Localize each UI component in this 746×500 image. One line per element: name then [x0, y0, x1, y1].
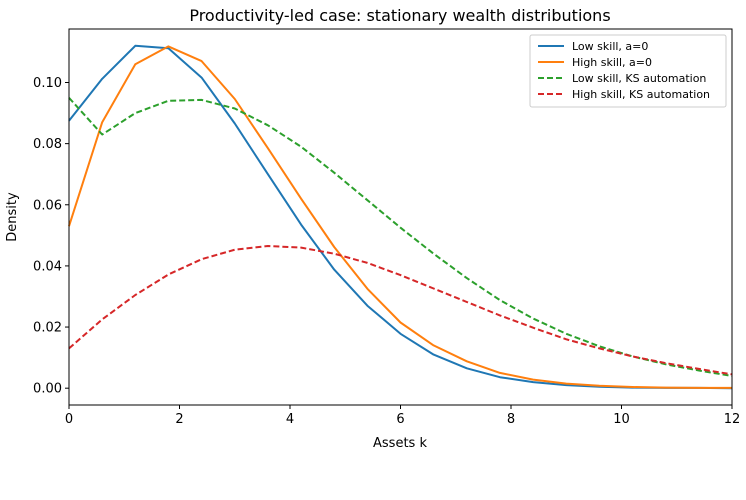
- y-tick-label: 0.00: [33, 382, 62, 397]
- x-tick-label: 8: [507, 412, 515, 427]
- y-axis: 0.00 0.02 0.04 0.06 0.08 0.10: [33, 76, 69, 397]
- x-axis: 0 2 4 6 8 10 12: [65, 405, 740, 427]
- legend-label-3: Low skill, KS automation: [572, 72, 706, 85]
- x-tick-label: 10: [613, 412, 630, 427]
- series-line-4: [68, 245, 733, 376]
- y-tick-label: 0.08: [33, 137, 62, 152]
- legend-box: [529, 34, 727, 108]
- y-tick-label: 0.02: [33, 321, 62, 336]
- x-tick-label: 12: [724, 412, 741, 427]
- x-tick-label: 4: [286, 412, 294, 427]
- legend: Low skill, a=0 High skill, a=0 Low skill, …: [529, 34, 727, 108]
- y-axis-label: Density: [5, 192, 20, 242]
- x-tick-label: 2: [175, 412, 183, 427]
- legend-label-4: High skill, KS automation: [572, 88, 710, 101]
- plot-area: [68, 44, 733, 390]
- y-tick-label: 0.06: [33, 198, 62, 213]
- series-line-2: [68, 45, 732, 389]
- y-tick-label: 0.04: [33, 259, 62, 274]
- x-tick-label: 6: [396, 412, 404, 427]
- legend-label-2: High skill, a=0: [572, 56, 652, 69]
- chart-title: Productivity-led case: stationary wealth…: [189, 6, 610, 25]
- x-tick-label: 0: [65, 412, 73, 427]
- x-axis-label: Assets k: [373, 436, 427, 451]
- legend-label-1: Low skill, a=0: [572, 40, 648, 53]
- y-tick-label: 0.10: [33, 76, 62, 91]
